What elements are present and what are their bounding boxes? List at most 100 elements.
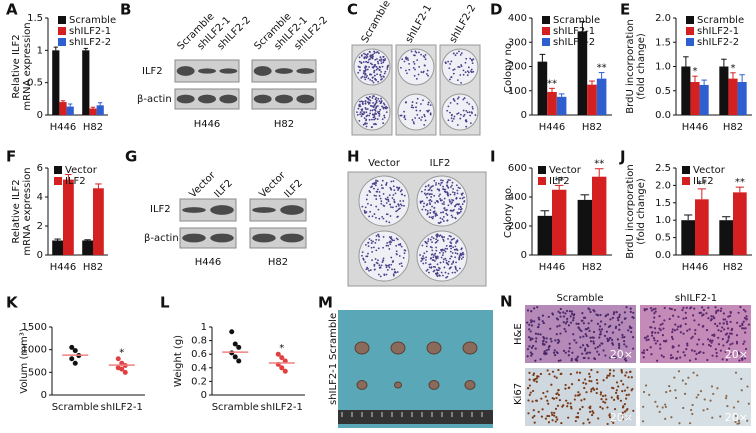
colony: [447, 105, 450, 108]
cell: [679, 356, 682, 359]
colony: [381, 118, 384, 121]
bar: [681, 220, 695, 255]
colony: [436, 275, 439, 278]
colony: [419, 254, 421, 256]
legend-label: shILF2-1: [553, 26, 595, 37]
column-label: Vector: [257, 169, 288, 200]
cell: [588, 372, 591, 376]
colony: [434, 260, 436, 262]
point: [72, 348, 78, 354]
cell: [606, 422, 609, 426]
colony: [374, 98, 377, 101]
colony: [421, 208, 424, 211]
colony: [459, 117, 462, 120]
colony: [443, 236, 445, 238]
colony: [392, 274, 395, 277]
colony: [368, 58, 370, 61]
colony: [469, 70, 472, 73]
cell: [708, 339, 712, 343]
colony: [376, 73, 378, 76]
cell: [599, 393, 602, 396]
cell: [527, 412, 530, 415]
cell: [567, 350, 570, 353]
cell: [537, 410, 540, 414]
cell: [533, 421, 536, 424]
colony: [445, 276, 447, 279]
y-tick-label: 300: [508, 37, 527, 48]
cell: [621, 406, 625, 409]
cell: [535, 337, 538, 340]
colony: [412, 60, 415, 63]
point: [229, 329, 235, 335]
colony: [451, 201, 454, 204]
cell: [584, 382, 588, 385]
cell: [537, 375, 540, 378]
cell: [621, 418, 624, 421]
colony: [470, 68, 473, 71]
legend-label: Vector: [65, 165, 98, 176]
colony: [459, 74, 462, 76]
band: [219, 94, 238, 104]
colony: [369, 62, 372, 65]
cell: [620, 371, 624, 374]
colony: [456, 249, 459, 252]
y-tick-label: 0.5: [27, 78, 43, 89]
colony: [369, 99, 372, 102]
cell: [660, 354, 663, 357]
colony: [373, 263, 376, 266]
colony: [412, 67, 415, 69]
colony: [450, 242, 453, 245]
cell: [707, 343, 711, 347]
colony: [452, 117, 455, 120]
colony: [449, 63, 452, 65]
legend-swatch: [538, 166, 546, 174]
colony: [364, 102, 367, 105]
colony: [389, 186, 392, 189]
cell: [682, 406, 685, 410]
cell: [677, 344, 680, 347]
colony: [433, 254, 435, 257]
cell: [588, 379, 591, 383]
cell: [566, 317, 569, 320]
colony: [447, 238, 449, 240]
cell: [574, 419, 577, 423]
colony: [453, 248, 456, 251]
colony: [427, 238, 430, 240]
error-bar: [98, 102, 103, 106]
cell: [589, 405, 592, 408]
blot: [179, 198, 237, 222]
blot: [249, 198, 307, 222]
blot: [179, 227, 237, 249]
cell: [717, 343, 721, 346]
colony: [422, 205, 425, 208]
cell: [587, 357, 590, 360]
cell: [701, 314, 704, 317]
cell: [738, 422, 741, 425]
cell: [623, 311, 626, 314]
error-bar: [594, 168, 604, 177]
cell: [617, 397, 620, 400]
error-bar: [539, 53, 546, 62]
cell: [592, 342, 596, 345]
error-bar: [730, 72, 736, 79]
cell: [632, 311, 635, 314]
colony: [369, 104, 372, 107]
cell: [669, 356, 673, 360]
cell: [570, 359, 573, 362]
legend-swatch: [58, 38, 66, 46]
cell: [600, 397, 603, 401]
colony: [422, 262, 425, 265]
colony: [400, 204, 403, 207]
colony: [429, 209, 432, 211]
point: [282, 358, 288, 364]
colony: [413, 62, 416, 65]
cell: [587, 326, 590, 330]
colony: [449, 267, 451, 270]
cell: [725, 341, 729, 344]
cell: [663, 319, 666, 322]
colony: [356, 111, 358, 114]
cell: [726, 327, 730, 330]
colony: [454, 256, 457, 259]
cell: [539, 333, 542, 336]
cell: [719, 349, 722, 352]
